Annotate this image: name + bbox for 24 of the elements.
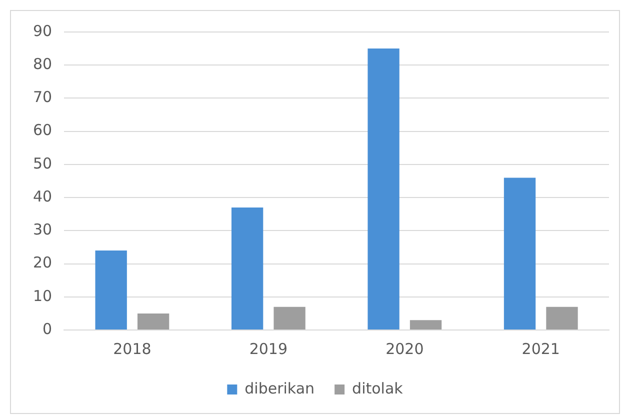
x-tick-label: 2020 bbox=[386, 340, 424, 358]
bar bbox=[231, 207, 264, 330]
y-tick-label: 30 bbox=[32, 220, 52, 239]
y-tick-label: 20 bbox=[32, 254, 52, 272]
y-tick-label: 50 bbox=[32, 154, 52, 172]
bar bbox=[137, 313, 170, 330]
y-tick-label: 0 bbox=[42, 320, 52, 338]
y-tick-label: 70 bbox=[32, 88, 52, 106]
y-tick-label: 40 bbox=[32, 187, 52, 206]
bar bbox=[546, 306, 578, 330]
bar bbox=[410, 320, 442, 330]
x-tick-label: 2019 bbox=[249, 340, 288, 358]
legend-label: diberikan bbox=[244, 379, 315, 398]
y-tick-label: 90 bbox=[32, 22, 52, 40]
x-tick-label: 2018 bbox=[113, 340, 152, 358]
y-tick-label: 10 bbox=[32, 286, 52, 305]
bar bbox=[95, 250, 127, 330]
bar bbox=[274, 306, 306, 330]
y-tick-label: 80 bbox=[32, 55, 52, 73]
x-tick-label: 2021 bbox=[522, 340, 560, 358]
bar bbox=[368, 48, 400, 330]
y-tick-label: 60 bbox=[32, 121, 52, 140]
bar bbox=[504, 178, 536, 330]
legend-label: ditolak bbox=[352, 379, 404, 398]
